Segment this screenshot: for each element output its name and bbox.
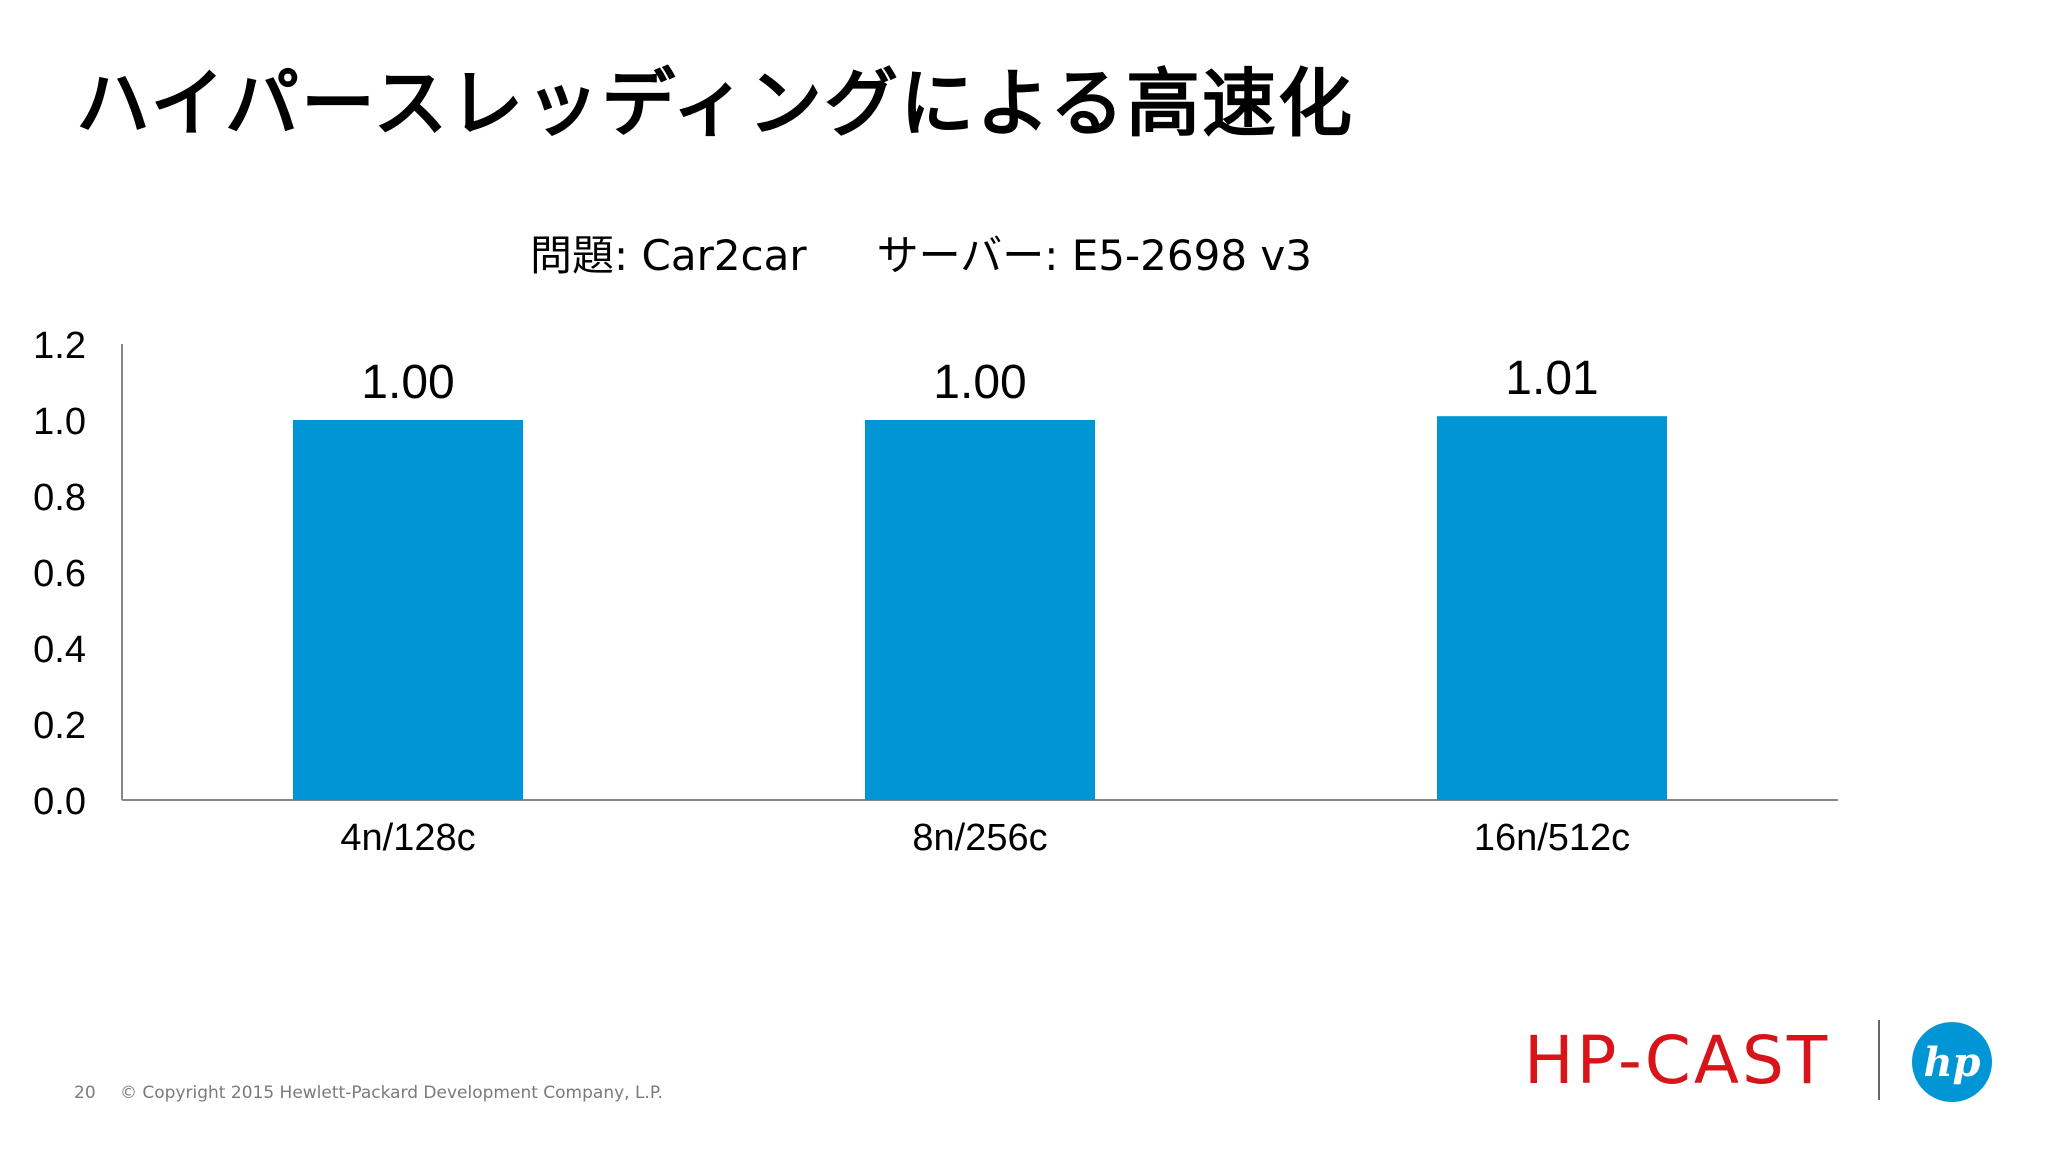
y-tick-label: 1.2 bbox=[33, 325, 86, 367]
bar-value-label: 1.00 bbox=[361, 356, 454, 409]
y-tick-label: 0.6 bbox=[33, 553, 86, 595]
x-tick-label: 4n/128c bbox=[340, 817, 475, 859]
caption-server: サーバー: E5-2698 v3 bbox=[876, 231, 1312, 280]
bar-value-label: 1.00 bbox=[933, 356, 1026, 409]
page-title: ハイパースレッディングによる高速化 bbox=[76, 61, 1354, 147]
y-tick-label: 1.0 bbox=[33, 401, 86, 443]
hp-logo-circle bbox=[1912, 1022, 1992, 1102]
hp-logo-text: hp bbox=[1923, 1039, 1980, 1086]
bar bbox=[1437, 416, 1667, 800]
hp-cast-logo: HP-CAST bbox=[1524, 1022, 1831, 1099]
x-tick-label: 8n/256c bbox=[912, 817, 1047, 859]
bar bbox=[293, 420, 523, 800]
bar bbox=[865, 420, 1095, 800]
y-tick-label: 0.8 bbox=[33, 477, 86, 519]
copyright-text: © Copyright 2015 Hewlett-Packard Develop… bbox=[120, 1083, 663, 1103]
bar-value-label: 1.01 bbox=[1505, 352, 1598, 405]
page-number: 20 bbox=[74, 1083, 96, 1103]
bar-chart: 0.0 0.2 0.4 0.6 0.8 1.0 1.2 1.00 4n/128c 1.00 8n/2… bbox=[33, 325, 1838, 859]
y-tick-label: 0.0 bbox=[33, 781, 86, 823]
logo-divider bbox=[1878, 1020, 1880, 1100]
y-tick-label: 0.4 bbox=[33, 629, 86, 671]
hp-logo-icon: hp bbox=[1912, 1022, 1992, 1102]
y-tick-label: 0.2 bbox=[33, 705, 86, 747]
caption-problem: 問題: Car2car bbox=[530, 231, 807, 280]
x-tick-label: 16n/512c bbox=[1474, 817, 1630, 859]
chart-caption: 問題: Car2car サーバー: E5-2698 v3 bbox=[530, 228, 1312, 284]
